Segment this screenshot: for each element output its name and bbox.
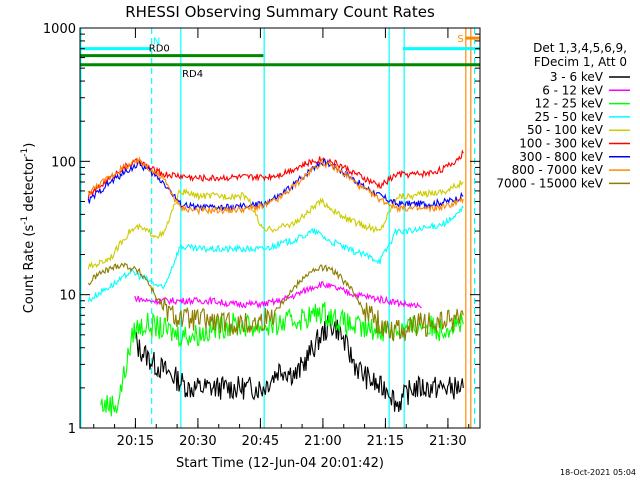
legend-label-300-800-kev: 300 - 800 keV	[519, 150, 603, 164]
legend: Det 1,3,4,5,6,9, FDecim 1, Att 0 3 - 6 k…	[496, 41, 630, 190]
series-line-800-7000-kev	[87, 157, 464, 216]
timestamp: 18-Oct-2021 05:04	[560, 468, 636, 477]
y-axis-label-sup2: -1	[20, 148, 30, 157]
x-tick-label: 21:00	[304, 434, 341, 449]
y-tick-label: 1	[68, 422, 76, 437]
legend-label-3-6-kev: 3 - 6 keV	[550, 70, 604, 84]
x-axis-label: Start Time (12-Jun-04 20:01:42)	[176, 456, 384, 471]
y-axis-ticks: 1 10 100 1000	[43, 22, 480, 437]
y-axis-label-main: Count Rate (s	[22, 225, 37, 314]
y-tick-label: 10	[59, 289, 76, 304]
legend-label-50-100-kev: 50 - 100 keV	[527, 123, 604, 137]
y-axis-label-end: )	[22, 143, 37, 148]
flag-label-n: N	[153, 37, 160, 48]
x-axis-ticks: 20:15 20:30 20:45 21:00 21:15 21:30	[93, 28, 470, 449]
data-series	[87, 149, 464, 417]
x-tick-label: 20:15	[117, 434, 154, 449]
x-tick-label: 21:30	[429, 434, 466, 449]
series-line-3-6-kev	[133, 315, 464, 413]
flag-label-s: S	[457, 34, 463, 45]
legend-label-25-50-kev: 25 - 50 keV	[535, 110, 604, 124]
x-tick-label: 20:45	[242, 434, 279, 449]
legend-label-12-25-kev: 12 - 25 keV	[535, 97, 604, 111]
series-line-7000-15000-kev	[87, 262, 464, 342]
series-line-50-100-kev	[87, 180, 464, 270]
legend-header-2: FDecim 1, Att 0	[534, 55, 627, 69]
plot-frame	[79, 27, 481, 429]
y-axis-label-mid: detector	[22, 156, 37, 216]
legend-label-100-300-kev: 100 - 300 keV	[519, 137, 603, 151]
series-line-300-800-kev	[87, 158, 464, 213]
legend-label-7000-15000-kev: 7000 - 15000 keV	[496, 176, 603, 190]
series-line-25-50-kev	[87, 205, 464, 303]
series-line-100-300-kev	[87, 149, 464, 199]
chart-title: RHESSI Observing Summary Count Rates	[125, 3, 435, 21]
series-line-12-25-kev	[100, 301, 464, 417]
legend-label-6-12-kev: 6 - 12 keV	[542, 83, 604, 97]
flag-label-rd4: RD4	[182, 69, 203, 80]
y-tick-label: 1000	[43, 22, 76, 37]
series-line-6-12-kev	[134, 281, 422, 310]
x-tick-label: 21:15	[367, 434, 404, 449]
flag-label-rd0: RD0	[149, 44, 170, 55]
x-tick-label: 20:30	[179, 434, 216, 449]
y-tick-label: 100	[51, 155, 76, 170]
y-axis-label-sup1: -1	[20, 216, 30, 225]
legend-header-1: Det 1,3,4,5,6,9,	[533, 41, 627, 55]
vertical-markers	[80, 28, 476, 428]
legend-label-800-7000-kev: 800 - 7000 keV	[512, 163, 604, 177]
y-axis-label: Count Rate (s-1 detector-1)	[20, 143, 37, 314]
